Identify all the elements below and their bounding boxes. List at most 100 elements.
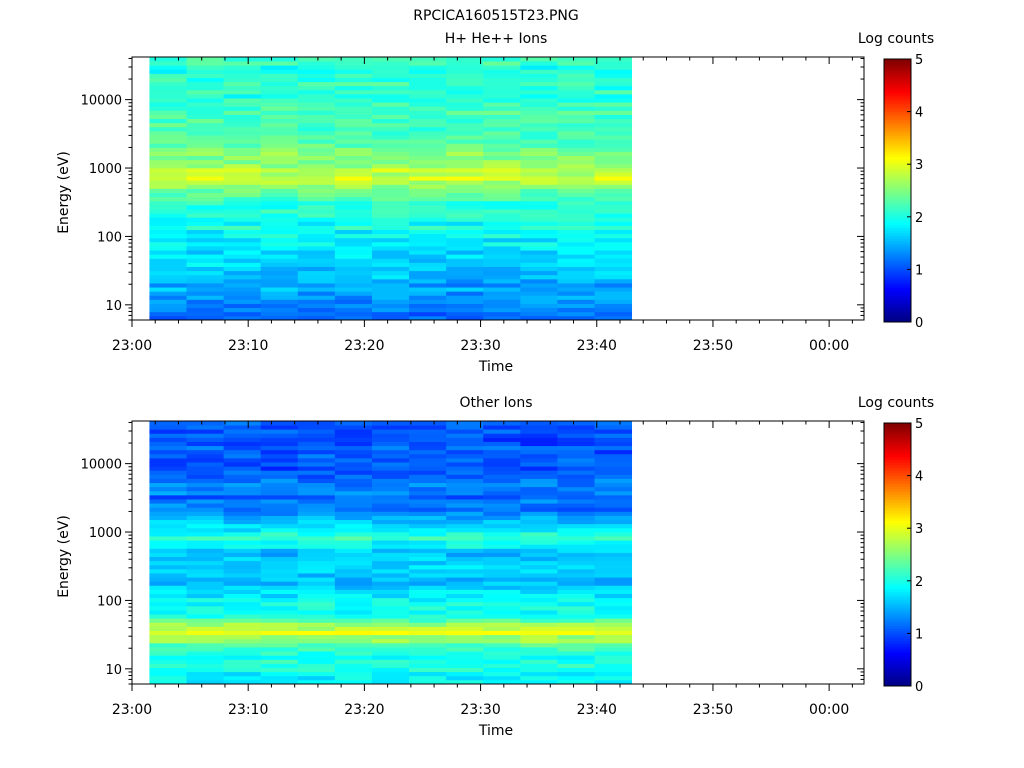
heatmap-cell: [186, 515, 225, 521]
heatmap-cell: [520, 610, 558, 615]
heatmap-cell: [446, 626, 484, 631]
heatmap-cell: [149, 303, 187, 309]
heatmap-cell: [223, 421, 262, 426]
colorbar-segment: [884, 174, 911, 178]
heatmap-cell: [446, 172, 484, 177]
heatmap-cell: [149, 548, 187, 553]
heatmap-cell: [334, 618, 373, 623]
heatmap-cell: [594, 544, 633, 549]
colorbar-segment: [884, 591, 911, 595]
heatmap-cell: [334, 122, 373, 128]
heatmap-cell: [223, 311, 262, 317]
heatmap-cell: [260, 184, 299, 189]
heatmap-cell: [371, 531, 410, 537]
heatmap-cell: [594, 139, 633, 144]
heatmap-cell: [223, 283, 262, 288]
heatmap-cell: [409, 618, 447, 623]
heatmap-cell: [594, 126, 633, 132]
heatmap-cell: [409, 638, 447, 644]
heatmap-cell: [594, 462, 633, 467]
heatmap-cell: [483, 601, 521, 607]
heatmap-cell: [223, 102, 262, 107]
heatmap-cell: [446, 503, 484, 508]
heatmap-cell: [149, 597, 187, 603]
heatmap-cell: [483, 466, 521, 471]
heatmap-cell: [149, 143, 187, 148]
heatmap-cell: [446, 449, 484, 455]
heatmap-cell: [186, 449, 225, 455]
heatmap-cell: [186, 421, 225, 426]
colorbar-segment: [884, 193, 911, 197]
heatmap-cell: [186, 490, 225, 496]
heatmap-cell: [483, 462, 521, 467]
colorbar-segment: [884, 454, 911, 458]
heatmap-cell: [446, 303, 484, 309]
heatmap-cell: [223, 614, 262, 619]
heatmap-cell: [186, 453, 225, 459]
colorbar-tick-label: 2: [915, 211, 923, 226]
colorbar-segment: [884, 457, 911, 461]
heatmap-cell: [409, 118, 447, 124]
colorbar-segment: [884, 609, 911, 613]
heatmap-cells: [149, 421, 633, 685]
heatmap-cell: [446, 589, 484, 594]
heatmap-cell: [594, 651, 633, 656]
heatmap-cell: [223, 192, 262, 198]
heatmap-cell: [594, 200, 633, 206]
heatmap-cell: [371, 196, 410, 202]
heatmap-cell: [520, 315, 558, 321]
heatmap-cell: [409, 425, 447, 430]
heatmap-cell: [297, 494, 336, 500]
heatmap-cell: [149, 258, 187, 263]
heatmap-cell: [223, 445, 262, 451]
heatmap-cell: [520, 433, 558, 438]
colorbar-segment: [884, 575, 911, 579]
heatmap-cell: [186, 147, 225, 152]
heatmap-cell: [409, 679, 447, 685]
heatmap-cell: [149, 536, 187, 541]
heatmap-cell: [149, 250, 187, 255]
heatmap-cell: [334, 503, 373, 508]
heatmap-cell: [371, 307, 410, 313]
heatmap-cell: [260, 659, 299, 664]
heatmap-cell: [149, 474, 187, 479]
heatmap-cell: [483, 209, 521, 214]
heatmap-cell: [260, 597, 299, 603]
heatmap-cell: [594, 519, 633, 525]
heatmap-cell: [520, 217, 558, 222]
heatmap-cell: [483, 556, 521, 562]
heatmap-cell: [149, 552, 187, 558]
heatmap-cell: [260, 437, 299, 442]
heatmap-cell: [223, 315, 262, 321]
heatmap-cell: [334, 139, 373, 144]
colorbar-segment: [884, 641, 911, 645]
heatmap-cell: [260, 241, 299, 247]
heatmap-cell: [446, 474, 484, 479]
heatmap-cell: [371, 425, 410, 430]
heatmap-cell: [297, 262, 336, 267]
heatmap-cell: [594, 605, 633, 611]
heatmap-cell: [334, 679, 373, 685]
heatmap-cell: [260, 233, 299, 239]
heatmap-cell: [446, 126, 484, 132]
heatmap-cell: [520, 659, 558, 664]
heatmap-cell: [594, 315, 633, 321]
heatmap-cell: [520, 118, 558, 124]
heatmap-cell: [334, 564, 373, 570]
heatmap-cell: [297, 221, 336, 226]
heatmap-cell: [557, 605, 595, 611]
heatmap-cell: [149, 425, 187, 430]
heatmap-cell: [371, 482, 410, 488]
heatmap-cell: [149, 311, 187, 317]
heatmap-cell: [260, 679, 299, 685]
heatmap-cell: [260, 69, 299, 74]
heatmap-cell: [149, 679, 187, 685]
heatmap-cell: [409, 315, 447, 321]
colorbar-segment: [884, 662, 911, 666]
heatmap-cell: [297, 601, 336, 607]
heatmap-cell: [594, 291, 633, 296]
colorbar-segment: [884, 630, 911, 634]
heatmap-cell: [334, 159, 373, 165]
heatmap-cell: [557, 581, 595, 586]
heatmap-cell: [483, 130, 521, 136]
